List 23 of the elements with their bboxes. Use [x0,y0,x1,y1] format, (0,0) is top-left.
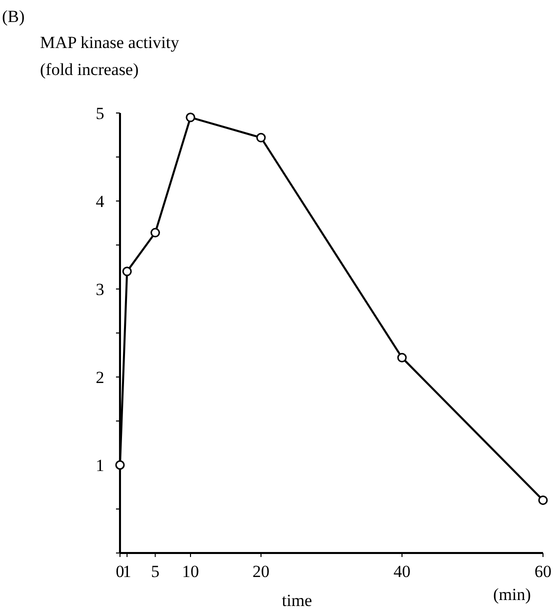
x-tick-label: 40 [394,562,410,581]
y-tick-label: 3 [96,280,104,299]
point [115,460,125,470]
chart-title: (B) [2,7,25,26]
y-tick-label: 5 [96,104,104,123]
x-tick-label: 1 [122,562,132,581]
x-tick-label: 5 [151,562,160,581]
x-tick-label: 60 [534,562,552,581]
y-tick-label: 4 [96,192,105,211]
point [538,495,548,505]
x-tick-label: 20 [252,562,270,581]
x-axis-title: time [282,591,312,610]
point [256,132,266,142]
point [122,266,132,276]
x-tick-label: 0 [116,562,124,581]
y-axis-title: MAP kinase activity (fold increase) [40,33,180,79]
point [186,112,196,122]
x-tick-label: 10 [182,562,199,581]
point [397,352,407,362]
y-tick-label: 1 [96,456,104,475]
y-tick-label: 2 [96,368,104,387]
text: (min) [493,585,531,604]
point [150,228,160,238]
